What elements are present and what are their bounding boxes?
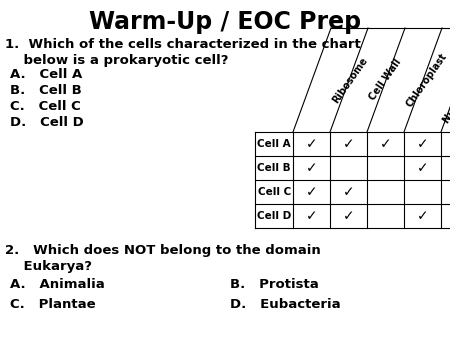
- Text: ✓: ✓: [417, 209, 428, 223]
- Text: ✓: ✓: [343, 209, 354, 223]
- Text: ✓: ✓: [343, 137, 354, 151]
- Text: below is a prokaryotic cell?: below is a prokaryotic cell?: [5, 54, 229, 67]
- Text: Ribosome: Ribosome: [330, 55, 369, 105]
- Text: B.   Cell B: B. Cell B: [10, 84, 82, 97]
- Text: C.   Cell C: C. Cell C: [10, 100, 81, 113]
- Text: ✓: ✓: [306, 137, 317, 151]
- Text: ✓: ✓: [306, 161, 317, 175]
- Text: D.   Eubacteria: D. Eubacteria: [230, 298, 341, 311]
- Text: 1.  Which of the cells characterized in the chart: 1. Which of the cells characterized in t…: [5, 38, 361, 51]
- Text: Cell Wall: Cell Wall: [368, 57, 403, 102]
- Text: Cell D: Cell D: [257, 211, 291, 221]
- Text: Cell A: Cell A: [257, 139, 291, 149]
- Text: Nuclear Membrane: Nuclear Membrane: [441, 34, 450, 125]
- Text: A.   Cell A: A. Cell A: [10, 68, 82, 81]
- Text: ✓: ✓: [417, 161, 428, 175]
- Text: ✓: ✓: [343, 185, 354, 199]
- Text: 2.   Which does NOT belong to the domain: 2. Which does NOT belong to the domain: [5, 244, 321, 257]
- Text: Chloroplast: Chloroplast: [405, 51, 449, 109]
- Text: ✓: ✓: [417, 137, 428, 151]
- Text: Cell C: Cell C: [258, 187, 291, 197]
- Text: D.   Cell D: D. Cell D: [10, 116, 84, 129]
- Text: ✓: ✓: [306, 209, 317, 223]
- Text: Eukarya?: Eukarya?: [5, 260, 92, 273]
- Text: A.   Animalia: A. Animalia: [10, 278, 105, 291]
- Text: Warm-Up / EOC Prep: Warm-Up / EOC Prep: [89, 10, 361, 34]
- Text: ✓: ✓: [380, 137, 392, 151]
- Text: ✓: ✓: [306, 185, 317, 199]
- Text: C.   Plantae: C. Plantae: [10, 298, 95, 311]
- Text: B.   Protista: B. Protista: [230, 278, 319, 291]
- Text: Cell B: Cell B: [257, 163, 291, 173]
